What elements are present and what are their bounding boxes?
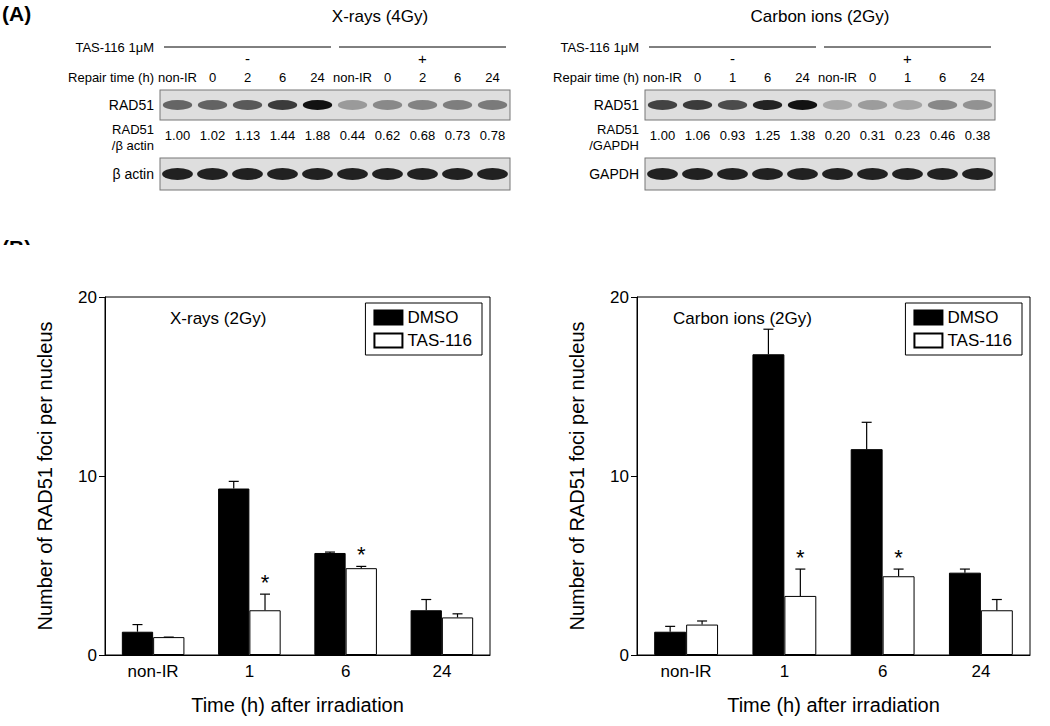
svg-text:DMSO: DMSO xyxy=(947,308,998,327)
svg-text:1.00: 1.00 xyxy=(165,128,190,143)
svg-text:1.13: 1.13 xyxy=(235,128,260,143)
svg-text:0.31: 0.31 xyxy=(860,128,885,143)
svg-text:0.38: 0.38 xyxy=(965,128,990,143)
svg-text:-: - xyxy=(245,50,250,67)
svg-text:Time (h) after irradiation: Time (h) after irradiation xyxy=(727,694,940,716)
svg-text:Number of RAD51 foci per nucle: Number of RAD51 foci per nucleus xyxy=(566,321,588,630)
svg-text:*: * xyxy=(796,545,805,570)
svg-text:X-rays (4Gy): X-rays (4Gy) xyxy=(332,7,428,26)
svg-text:TAS-116: TAS-116 xyxy=(407,331,472,350)
svg-text:β actin: β actin xyxy=(112,166,154,182)
svg-text:0.62: 0.62 xyxy=(375,128,400,143)
svg-text:1.00: 1.00 xyxy=(650,128,675,143)
svg-text:0.93: 0.93 xyxy=(720,128,745,143)
svg-text:1.25: 1.25 xyxy=(755,128,780,143)
svg-text:RAD51: RAD51 xyxy=(112,122,154,137)
svg-text:DMSO: DMSO xyxy=(407,308,458,327)
svg-text:/GAPDH: /GAPDH xyxy=(589,138,639,153)
svg-text:0: 0 xyxy=(869,70,876,85)
svg-text:0: 0 xyxy=(384,70,391,85)
html-text:(B): (B) xyxy=(2,236,32,259)
svg-text:non-IR: non-IR xyxy=(818,70,857,85)
svg-text:20: 20 xyxy=(610,288,629,307)
svg-text:Repair time (h): Repair time (h) xyxy=(68,70,154,85)
svg-text:1.88: 1.88 xyxy=(305,128,330,143)
svg-text:1.06: 1.06 xyxy=(685,128,710,143)
svg-text:2: 2 xyxy=(244,70,251,85)
svg-text:TAS-116 1μM: TAS-116 1μM xyxy=(560,40,639,55)
svg-text:+: + xyxy=(418,50,427,67)
svg-text:24: 24 xyxy=(795,70,809,85)
svg-text:X-rays (2Gy): X-rays (2Gy) xyxy=(170,309,266,328)
svg-text:1.02: 1.02 xyxy=(200,128,225,143)
svg-text:RAD51: RAD51 xyxy=(109,97,154,113)
svg-text:24: 24 xyxy=(971,662,990,681)
svg-text:TAS-116 1μM: TAS-116 1μM xyxy=(75,40,154,55)
svg-text:RAD51: RAD51 xyxy=(594,97,639,113)
svg-text:6: 6 xyxy=(454,70,461,85)
svg-text:6: 6 xyxy=(341,662,350,681)
svg-text:10: 10 xyxy=(78,467,97,486)
svg-text:6: 6 xyxy=(939,70,946,85)
svg-text:1: 1 xyxy=(729,70,736,85)
svg-text:0.78: 0.78 xyxy=(480,128,505,143)
svg-text:0: 0 xyxy=(694,70,701,85)
svg-text:24: 24 xyxy=(310,70,324,85)
svg-text:GAPDH: GAPDH xyxy=(589,166,639,182)
svg-text:24: 24 xyxy=(970,70,984,85)
svg-text:RAD51: RAD51 xyxy=(597,122,639,137)
svg-text:1.38: 1.38 xyxy=(790,128,815,143)
svg-text:2: 2 xyxy=(419,70,426,85)
svg-text:non-IR: non-IR xyxy=(661,662,712,681)
svg-text:Carbon ions (2Gy): Carbon ions (2Gy) xyxy=(673,309,812,328)
svg-text:non-IR: non-IR xyxy=(128,662,179,681)
svg-text:+: + xyxy=(903,50,912,67)
svg-text:0.23: 0.23 xyxy=(895,128,920,143)
svg-text:0.73: 0.73 xyxy=(445,128,470,143)
svg-text:10: 10 xyxy=(610,467,629,486)
svg-text:1: 1 xyxy=(780,662,789,681)
svg-text:/β actin: /β actin xyxy=(112,138,154,153)
svg-text:-: - xyxy=(730,50,735,67)
svg-text:24: 24 xyxy=(485,70,499,85)
svg-text:6: 6 xyxy=(279,70,286,85)
svg-text:Time (h) after irradiation: Time (h) after irradiation xyxy=(191,694,404,716)
svg-text:6: 6 xyxy=(878,662,887,681)
svg-text:0: 0 xyxy=(209,70,216,85)
svg-text:*: * xyxy=(261,570,270,595)
html-text:(A): (A) xyxy=(2,2,32,25)
svg-text:0: 0 xyxy=(620,646,629,665)
svg-text:24: 24 xyxy=(432,662,451,681)
svg-text:non-IR: non-IR xyxy=(643,70,682,85)
svg-text:1: 1 xyxy=(245,662,254,681)
svg-text:0.44: 0.44 xyxy=(340,128,365,143)
svg-text:non-IR: non-IR xyxy=(333,70,372,85)
svg-text:non-IR: non-IR xyxy=(158,70,197,85)
svg-text:0: 0 xyxy=(88,646,97,665)
svg-text:1.44: 1.44 xyxy=(270,128,295,143)
svg-text:Repair time (h): Repair time (h) xyxy=(553,70,639,85)
svg-text:1: 1 xyxy=(904,70,911,85)
svg-text:Number of RAD51 foci per nucle: Number of RAD51 foci per nucleus xyxy=(34,321,56,630)
svg-text:6: 6 xyxy=(764,70,771,85)
svg-text:Carbon ions (2Gy): Carbon ions (2Gy) xyxy=(751,7,890,26)
svg-text:20: 20 xyxy=(78,288,97,307)
svg-text:0.46: 0.46 xyxy=(930,128,955,143)
svg-text:0.68: 0.68 xyxy=(410,128,435,143)
svg-text:*: * xyxy=(894,545,903,570)
svg-text:TAS-116: TAS-116 xyxy=(947,331,1012,350)
svg-text:0.20: 0.20 xyxy=(825,128,850,143)
svg-text:*: * xyxy=(357,542,366,567)
